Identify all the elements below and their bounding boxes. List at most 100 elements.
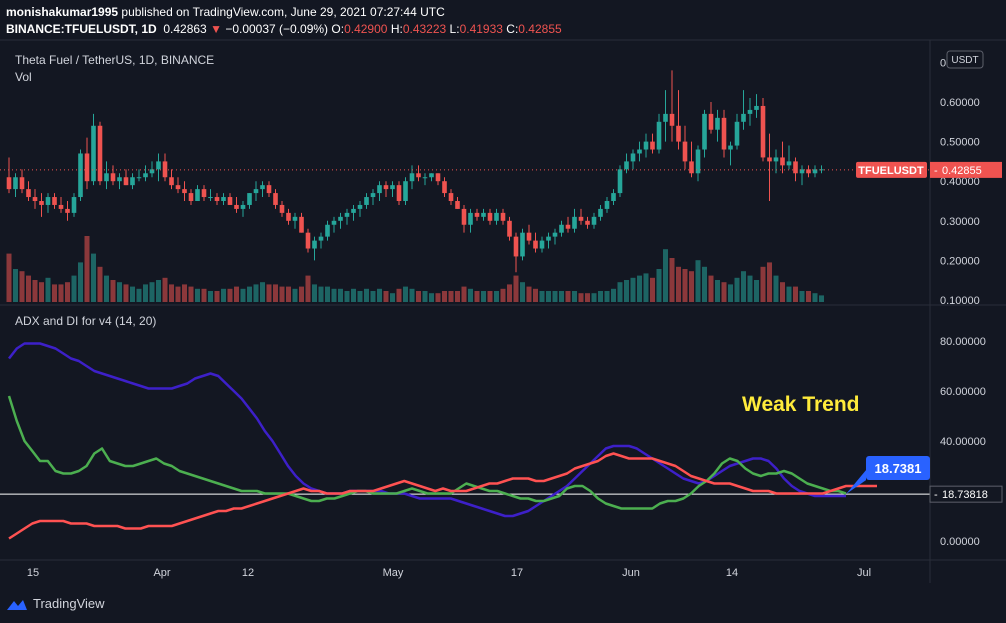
- candle-body: [318, 236, 324, 241]
- volume-bar: [520, 282, 525, 302]
- candle-body: [91, 125, 96, 182]
- candle-body: [806, 169, 811, 174]
- candle-body: [578, 216, 584, 221]
- candle-body: [351, 208, 356, 213]
- volume-bar: [403, 286, 408, 302]
- time-axis-label: 17: [511, 567, 523, 579]
- volume-bar: [533, 288, 538, 302]
- candle-body: [71, 197, 77, 213]
- last-price-label: 0.42855: [942, 165, 982, 177]
- candle-body: [513, 236, 519, 257]
- close-value: 0.42855: [518, 22, 562, 36]
- volume-bar: [799, 291, 805, 302]
- volume-bar: [156, 280, 161, 302]
- volume-bar: [370, 291, 376, 302]
- volume-bar: [286, 286, 291, 302]
- candle-body: [383, 185, 389, 190]
- volume-bar: [487, 291, 493, 302]
- volume-bar: [650, 277, 655, 302]
- volume-bar: [97, 266, 103, 302]
- candle-body: [117, 177, 122, 182]
- volume-bar: [377, 288, 382, 302]
- symbol-name: BINANCE:TFUELUSDT, 1D: [6, 22, 157, 36]
- volume-bar: [344, 291, 350, 302]
- candle-body: [175, 185, 181, 190]
- candle-body: [767, 157, 772, 162]
- candle-body: [273, 193, 278, 205]
- volume-bar: [767, 262, 772, 302]
- candle-body: [136, 177, 142, 179]
- volume-bar: [812, 293, 818, 302]
- volume-bar: [559, 291, 564, 302]
- candle-body: [695, 149, 701, 174]
- volume-bar: [331, 288, 337, 302]
- volume-bar: [279, 286, 285, 302]
- indicator-series-line: [7, 395, 847, 510]
- volume-bar: [747, 275, 753, 302]
- volume-bar: [572, 291, 577, 302]
- volume-bar: [721, 282, 727, 302]
- candle-body: [520, 232, 525, 257]
- high-label: H:: [390, 22, 403, 36]
- tradingview-brand[interactable]: TradingView: [6, 596, 105, 611]
- candle-body: [689, 161, 694, 174]
- volume-bar: [461, 286, 467, 302]
- candle-body: [819, 169, 824, 171]
- volume-bar: [201, 288, 207, 302]
- volume-bar: [806, 291, 811, 302]
- volume-bar: [52, 284, 57, 302]
- time-axis-label: 12: [242, 567, 254, 579]
- volume-bar: [195, 288, 200, 302]
- volume-bar: [78, 262, 83, 302]
- candle-body: [604, 201, 610, 209]
- time-axis-label: Jul: [857, 567, 871, 579]
- candle-body: [435, 173, 441, 182]
- candle-body: [747, 109, 753, 114]
- candle-body: [468, 212, 473, 225]
- volume-bar: [669, 258, 675, 302]
- volume-bar: [643, 273, 649, 302]
- candle-body: [65, 208, 70, 213]
- volume-bar: [260, 282, 265, 302]
- volume-bar: [676, 266, 681, 302]
- volume-bar: [539, 291, 545, 302]
- level-badge: [929, 485, 1003, 503]
- candle-body: [682, 141, 688, 162]
- volume-bar: [598, 291, 603, 302]
- time-axis-label: 15: [27, 567, 39, 579]
- author-name[interactable]: monishakumar1995: [6, 5, 119, 19]
- candle-body: [728, 145, 733, 150]
- indicator-tick-label: 60.00000: [940, 386, 986, 398]
- indicator-legend[interactable]: ADX and DI for v4 (14, 20): [15, 314, 157, 328]
- candle-body: [591, 216, 597, 225]
- price-tick-label: 0.50000: [940, 137, 980, 149]
- indicator-tick-label: 80.00000: [940, 336, 986, 348]
- candle-body: [773, 157, 779, 162]
- volume-bar: [6, 253, 12, 302]
- volume-bar: [773, 275, 779, 302]
- candle-body: [214, 197, 220, 201]
- candle-body: [182, 189, 187, 194]
- candle-body: [552, 232, 558, 237]
- volume-bar: [656, 269, 662, 302]
- candle-body: [656, 121, 662, 150]
- volume-bar: [318, 286, 324, 302]
- candle-body: [130, 177, 135, 186]
- volume-bar: [442, 291, 447, 302]
- volume-bar: [266, 284, 272, 302]
- time-axis-label: May: [383, 567, 404, 579]
- candle-body: [455, 201, 460, 209]
- volume-bar: [91, 253, 96, 302]
- candle-body: [565, 224, 571, 229]
- candle-body: [403, 181, 408, 201]
- candle-body: [669, 113, 675, 126]
- candle-body: [331, 220, 337, 225]
- price-tick-label: 0.40000: [940, 176, 980, 188]
- volume-bar: [546, 291, 551, 302]
- volume-bar: [448, 291, 454, 302]
- candle-body: [325, 224, 330, 237]
- candle-body: [786, 161, 792, 166]
- volume-bar: [565, 291, 571, 302]
- volume-bar: [188, 286, 194, 302]
- volume-bar: [364, 288, 369, 302]
